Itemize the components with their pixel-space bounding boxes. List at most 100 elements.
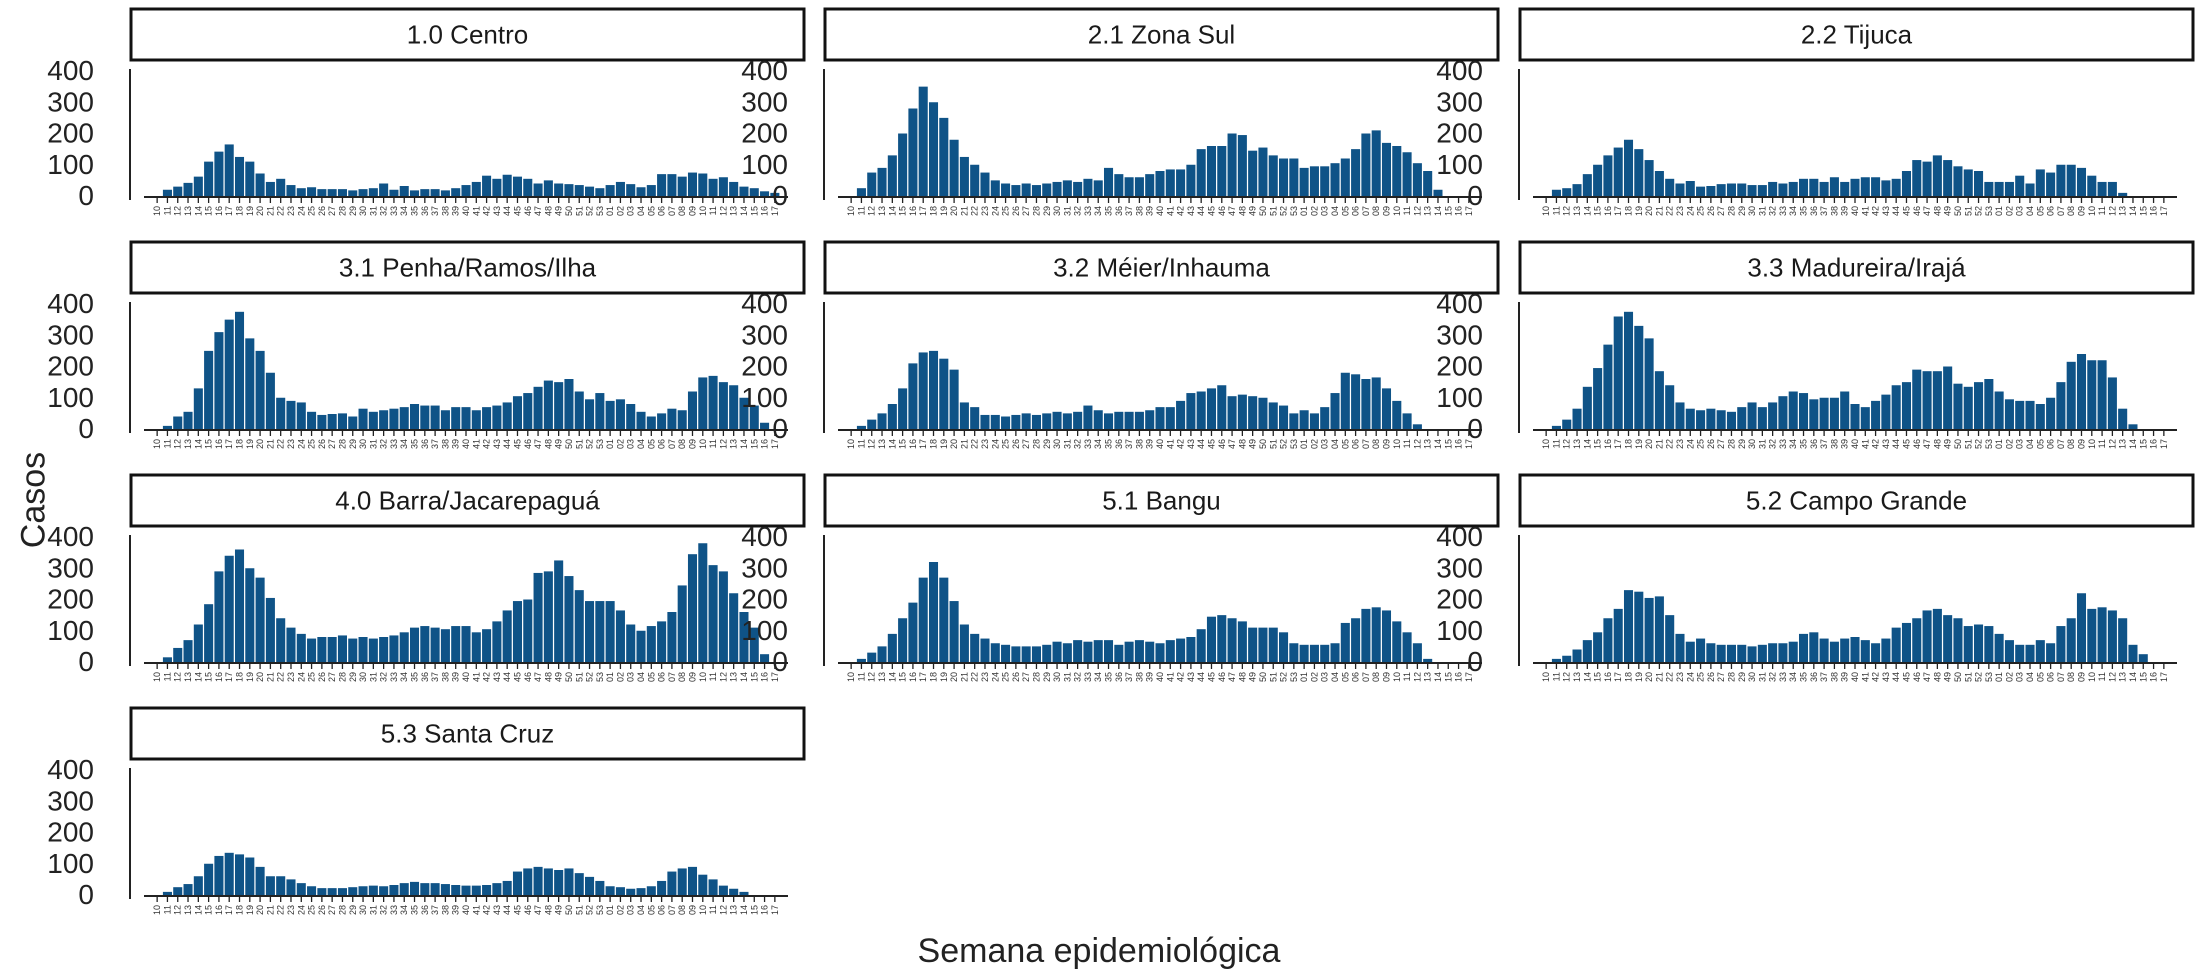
x-tick-label: 25	[1001, 206, 1011, 216]
x-tick-label: 28	[1726, 439, 1736, 449]
bar	[224, 144, 234, 196]
bar	[1551, 658, 1561, 663]
x-tick-label: 52	[1974, 439, 1984, 449]
bar	[317, 637, 327, 662]
bar	[2015, 175, 2025, 196]
bar	[856, 658, 866, 663]
x-tick-label: 20	[255, 672, 265, 682]
y-tick-label: 100	[1436, 615, 1483, 646]
bar	[928, 562, 939, 662]
x-tick-label: 10	[2087, 439, 2097, 449]
x-tick-label: 50	[1953, 206, 1963, 216]
bar	[636, 630, 646, 662]
bar	[409, 404, 420, 429]
facet-title: 1.0 Centro	[407, 20, 528, 50]
x-tick-label: 15	[749, 439, 759, 449]
x-tick-label: 12	[2107, 672, 2117, 682]
x-tick-label: 29	[1737, 672, 1747, 682]
bar	[389, 635, 399, 662]
x-tick-label: 11	[856, 672, 866, 681]
bar	[1644, 160, 1654, 196]
x-tick-label: 23	[980, 672, 990, 682]
x-tick-label: 09	[1381, 206, 1391, 216]
facet-title: 3.2 Méier/Inhauma	[1053, 253, 1270, 283]
bar	[646, 416, 656, 429]
bar	[2025, 400, 2035, 430]
x-tick-label: 11	[856, 439, 866, 448]
bar	[718, 177, 728, 196]
x-tick-label: 05	[646, 905, 656, 915]
bar	[687, 554, 698, 662]
x-tick-label: 01	[605, 439, 615, 449]
x-tick-label: 04	[2025, 672, 2035, 682]
x-tick-label: 17	[1613, 672, 1623, 682]
x-tick-label: 21	[265, 206, 275, 216]
x-tick-label: 53	[1984, 206, 1994, 216]
x-tick-label: 41	[471, 439, 481, 449]
bar	[276, 178, 286, 196]
bar	[1572, 649, 1582, 662]
x-tick-label: 13	[1423, 672, 1433, 682]
bar	[554, 382, 564, 430]
bar	[1551, 189, 1561, 196]
bar	[1809, 178, 1819, 196]
x-tick-label: 26	[1706, 439, 1716, 449]
x-tick-label: 05	[646, 672, 656, 682]
bar	[2066, 618, 2076, 662]
x-tick-label: 04	[636, 672, 646, 682]
bar	[1860, 407, 1870, 430]
bar	[379, 637, 389, 662]
bar	[636, 888, 646, 896]
x-tick-label: 12	[173, 206, 183, 216]
x-tick-label: 16	[1603, 672, 1613, 682]
x-tick-label: 01	[605, 206, 615, 216]
x-tick-label: 10	[698, 672, 708, 682]
bar	[1186, 164, 1196, 196]
bar	[1685, 641, 1695, 662]
x-tick-label: 30	[358, 672, 368, 682]
x-tick-label: 27	[327, 672, 337, 682]
x-tick-label: 19	[245, 439, 255, 449]
x-tick-label: 03	[626, 672, 636, 682]
bar	[1093, 640, 1103, 663]
bar	[1392, 621, 1402, 663]
bar	[348, 887, 358, 895]
bar	[1974, 171, 1984, 196]
x-tick-label: 49	[554, 439, 564, 449]
bar	[1984, 379, 1994, 429]
bar	[959, 402, 969, 429]
bar	[718, 571, 728, 663]
bar	[543, 868, 553, 895]
x-tick-label: 44	[502, 439, 512, 449]
bar	[970, 164, 980, 196]
x-tick-label: 16	[908, 672, 918, 682]
bar	[1891, 385, 1901, 429]
x-tick-label: 10	[698, 206, 708, 216]
x-tick-label: 09	[1381, 439, 1391, 449]
bar	[337, 888, 347, 896]
bar	[1757, 185, 1767, 196]
bar	[2107, 181, 2117, 196]
bar	[867, 172, 877, 196]
x-tick-label: 12	[173, 672, 183, 682]
bar	[687, 866, 698, 896]
x-tick-label: 12	[718, 439, 728, 449]
x-tick-label: 48	[1932, 672, 1942, 682]
bar	[1289, 158, 1299, 196]
x-tick-label: 16	[214, 206, 224, 216]
bar	[1206, 388, 1217, 430]
bar	[1402, 413, 1412, 430]
bar	[224, 555, 234, 662]
bar	[1031, 185, 1041, 196]
bar	[523, 393, 533, 429]
x-tick-label: 43	[1186, 672, 1196, 682]
x-tick-label: 13	[183, 439, 193, 449]
y-tick-label: 300	[1436, 86, 1483, 117]
bar	[255, 350, 265, 430]
x-tick-label: 17	[2159, 439, 2169, 449]
bar	[564, 576, 574, 662]
bar	[307, 638, 317, 662]
bar	[1665, 385, 1675, 429]
x-tick-label: 13	[729, 439, 739, 449]
